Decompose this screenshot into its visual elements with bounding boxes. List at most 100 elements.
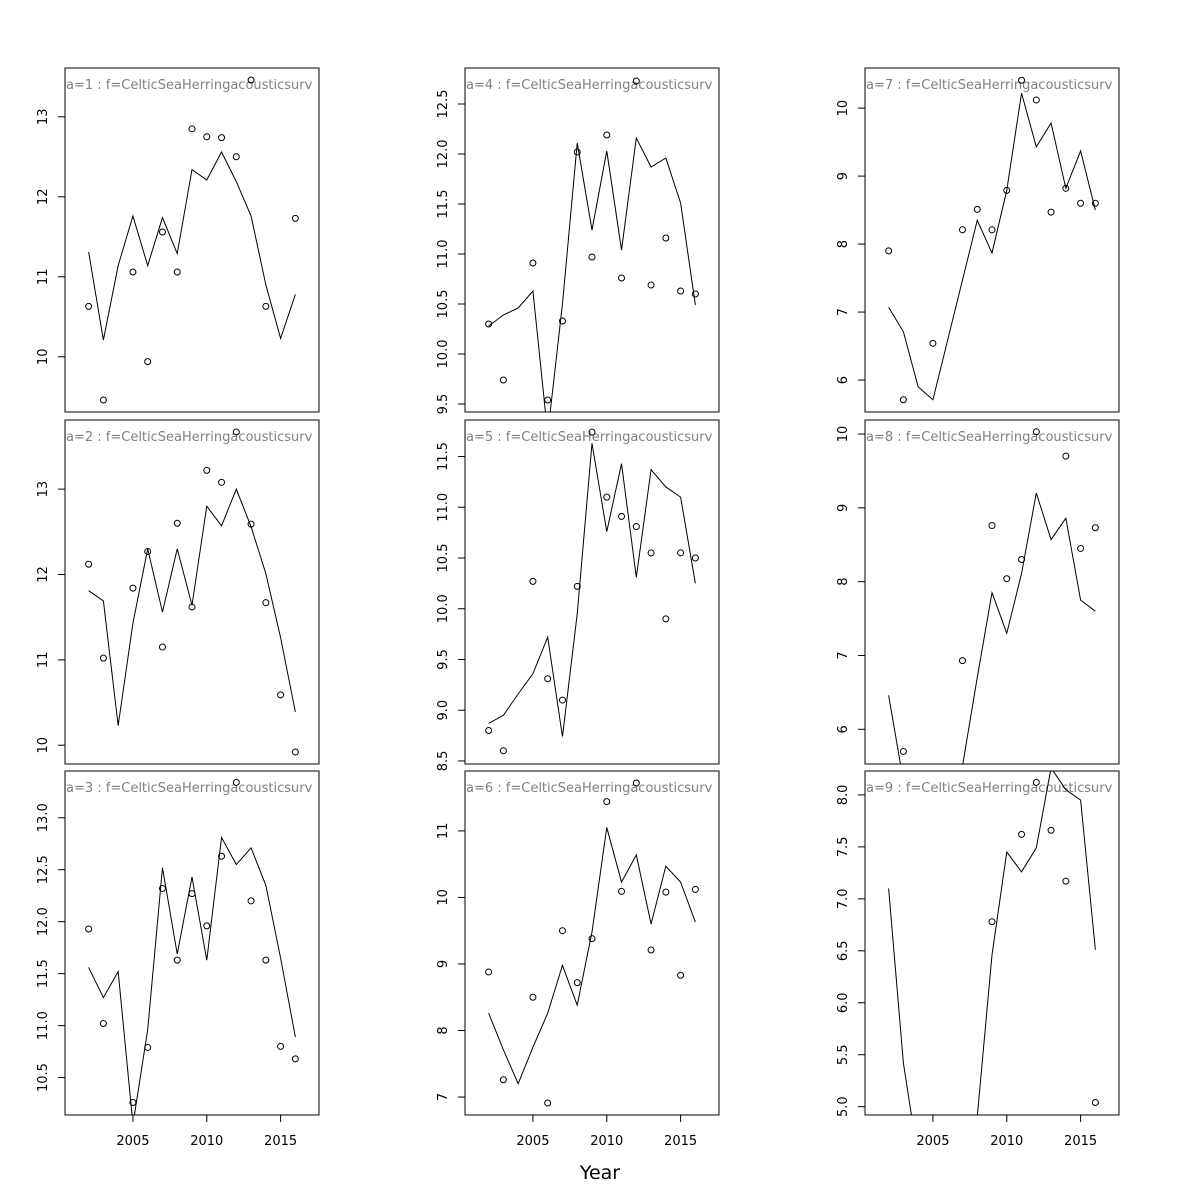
- y-tick-label: 12: [36, 189, 51, 206]
- x-tick-label: 2010: [190, 1134, 223, 1149]
- observation-point: [277, 1042, 285, 1050]
- observation-point: [291, 214, 299, 222]
- observation-point: [262, 302, 270, 310]
- y-tick-label: 11: [36, 269, 51, 286]
- observation-point: [291, 748, 299, 756]
- observation-point: [1062, 184, 1070, 192]
- observation-point: [1077, 199, 1085, 207]
- y-tick-label: 10.5: [436, 544, 451, 573]
- observation-point: [988, 226, 996, 234]
- observation-point: [85, 560, 93, 568]
- observation-point: [973, 205, 981, 213]
- observation-point: [499, 747, 507, 755]
- observation-point: [247, 76, 255, 84]
- observation-point: [588, 253, 596, 261]
- fitted-line: [888, 771, 1096, 1115]
- y-tick-label: 10.0: [436, 594, 451, 623]
- observation-point: [618, 887, 626, 895]
- observation-point: [232, 778, 240, 786]
- panel: a=4 : f=CelticSeaHerringacousticsurv: [466, 77, 713, 412]
- y-tick-label: 9: [836, 172, 851, 180]
- observation-point: [958, 226, 966, 234]
- y-tick-label: 7.0: [836, 888, 851, 909]
- panel-title: a=2 : f=CelticSeaHerringacousticsurv: [66, 430, 313, 445]
- panel-title: a=1 : f=CelticSeaHerringacousticsurv: [66, 78, 313, 93]
- observation-point: [677, 971, 685, 979]
- observation-point: [188, 125, 196, 133]
- x-tick-label: 2015: [1064, 1134, 1097, 1149]
- observation-point: [262, 599, 270, 607]
- panel: a=8 : f=CelticSeaHerringacousticsurv: [866, 428, 1113, 764]
- observation-point: [99, 396, 107, 404]
- panel: a=9 : f=CelticSeaHerringacousticsurv: [866, 771, 1113, 1115]
- y-tick-label: 11.5: [436, 190, 451, 219]
- fitted-line: [488, 136, 696, 412]
- observation-point: [691, 290, 699, 298]
- observation-point: [647, 281, 655, 289]
- observation-point: [647, 946, 655, 954]
- y-tick-label: 9: [836, 504, 851, 512]
- observation-point: [662, 888, 670, 896]
- y-tick-label: 8: [836, 578, 851, 586]
- panel-box: [64, 419, 320, 765]
- observation-point: [988, 918, 996, 926]
- panel-title: a=8 : f=CelticSeaHerringacousticsurv: [866, 430, 1113, 445]
- panel-title: a=3 : f=CelticSeaHerringacousticsurv: [66, 781, 313, 796]
- observation-point: [1062, 452, 1070, 460]
- observation-point: [99, 654, 107, 662]
- observation-point: [632, 523, 640, 531]
- x-tick-label: 2010: [990, 1134, 1023, 1149]
- y-tick-label: 8.5: [436, 751, 451, 772]
- fitted-line: [88, 835, 296, 1115]
- y-tick-label: 8.0: [836, 785, 851, 806]
- y-tick-label: 12.5: [36, 855, 51, 884]
- fitted-line: [888, 93, 1096, 401]
- y-tick-label: 9.0: [436, 700, 451, 721]
- observation-point: [544, 1099, 552, 1107]
- y-tick-label: 10.0: [436, 340, 451, 369]
- observation-point: [529, 993, 537, 1001]
- x-tick-label: 2015: [664, 1134, 697, 1149]
- y-tick-label: 6.5: [836, 940, 851, 961]
- observation-point: [173, 268, 181, 276]
- panel: a=1 : f=CelticSeaHerringacousticsurv: [66, 76, 313, 404]
- observation-point: [262, 956, 270, 964]
- observation-point: [158, 643, 166, 651]
- observation-point: [1091, 524, 1099, 532]
- y-tick-label: 13: [36, 481, 51, 498]
- observation-point: [603, 798, 611, 806]
- panel-title: a=9 : f=CelticSeaHerringacousticsurv: [866, 781, 1113, 796]
- observation-point: [1018, 76, 1026, 84]
- observation-point: [1077, 544, 1085, 552]
- observation-point: [558, 696, 566, 704]
- y-tick-label: 12.0: [436, 140, 451, 169]
- panel-title: a=5 : f=CelticSeaHerringacousticsurv: [466, 430, 713, 445]
- observation-point: [232, 428, 240, 436]
- observation-point: [573, 582, 581, 590]
- panel-box: [64, 770, 320, 1116]
- observation-point: [485, 968, 493, 976]
- observation-point: [173, 956, 181, 964]
- observation-point: [144, 547, 152, 555]
- observation-point: [218, 852, 226, 860]
- y-tick-label: 13: [36, 109, 51, 126]
- panel-box: [64, 67, 320, 413]
- panel-title: a=6 : f=CelticSeaHerringacousticsurv: [466, 781, 713, 796]
- panel: a=6 : f=CelticSeaHerringacousticsurv: [466, 779, 713, 1107]
- observation-point: [99, 1020, 107, 1028]
- observation-point: [632, 779, 640, 787]
- observation-point: [158, 884, 166, 892]
- panel: a=7 : f=CelticSeaHerringacousticsurv: [866, 76, 1113, 404]
- fitted-line: [88, 150, 296, 341]
- observation-point: [588, 428, 596, 436]
- y-tick-label: 12: [36, 566, 51, 583]
- observation-point: [988, 522, 996, 530]
- fitted-line: [488, 443, 696, 737]
- observation-point: [203, 922, 211, 930]
- panel-box: [464, 770, 720, 1116]
- fitted-line: [88, 487, 296, 726]
- observation-point: [662, 234, 670, 242]
- observation-point: [603, 493, 611, 501]
